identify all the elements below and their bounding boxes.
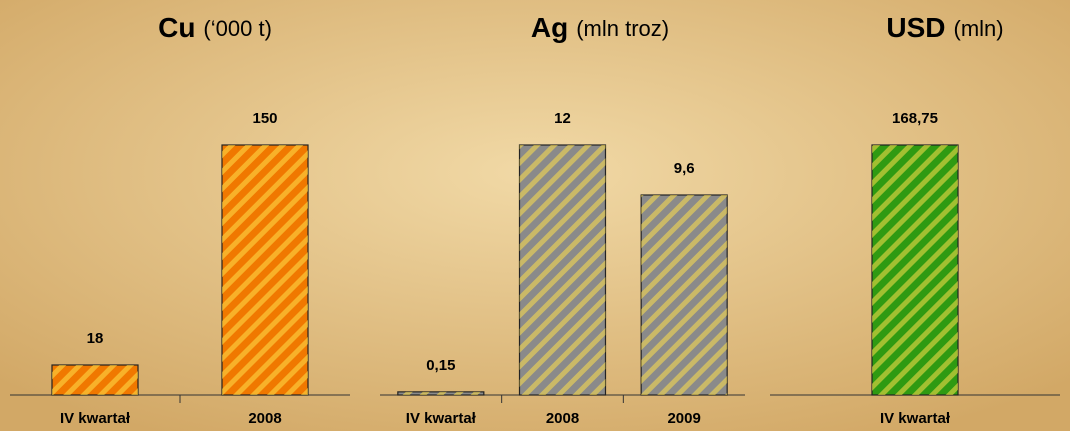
bar-stripes bbox=[397, 391, 484, 395]
value-label: 168,75 bbox=[892, 110, 938, 127]
value-label: 18 bbox=[87, 330, 104, 347]
chart-title: Cu (‘000 t) bbox=[158, 12, 272, 43]
bar-stripes bbox=[52, 365, 138, 395]
title-unit: (‘000 t) bbox=[203, 16, 271, 41]
value-label: 0,15 bbox=[426, 357, 455, 374]
title-unit: (mln troz) bbox=[576, 16, 669, 41]
x-tick-label: 2009 bbox=[667, 410, 700, 427]
x-tick-label: 2008 bbox=[248, 410, 281, 427]
bar-stripes bbox=[641, 195, 728, 395]
title-unit: (mln) bbox=[954, 16, 1004, 41]
chart-title: USD (mln) bbox=[886, 12, 1003, 43]
x-tick-label: IV kwartał bbox=[406, 410, 477, 427]
chart-title: Ag (mln troz) bbox=[531, 12, 669, 43]
bar-stripes bbox=[222, 145, 308, 395]
bar-stripes bbox=[519, 145, 606, 395]
bar-stripes bbox=[872, 145, 958, 395]
value-label: 9,6 bbox=[674, 160, 695, 177]
x-tick-label: IV kwartał bbox=[60, 410, 131, 427]
title-main: Ag bbox=[531, 12, 568, 43]
value-label: 12 bbox=[554, 110, 571, 127]
title-main: USD bbox=[886, 12, 945, 43]
x-tick-label: 2008 bbox=[546, 410, 579, 427]
value-label: 150 bbox=[252, 110, 277, 127]
title-main: Cu bbox=[158, 12, 195, 43]
x-tick-label: IV kwartał bbox=[880, 410, 951, 427]
